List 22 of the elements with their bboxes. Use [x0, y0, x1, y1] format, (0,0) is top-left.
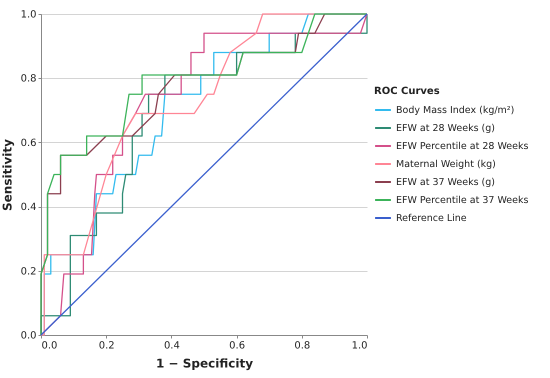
x-axis-title: 1 − Specificity	[156, 356, 254, 370]
y-axis-title: Sensitivity	[0, 138, 15, 211]
legend-title: ROC Curves	[374, 86, 440, 97]
legend-label: Body Mass Index (kg/m²)	[396, 105, 514, 116]
x-tick-label: 0.4	[164, 340, 180, 352]
x-tick-label: 0.6	[229, 340, 246, 352]
legend-label: EFW Percentile at 37 Weeks	[396, 195, 528, 206]
y-tick-label: 1.0	[20, 10, 36, 20]
x-tick-label: 0.0	[42, 340, 58, 352]
x-tick-label: 1.0	[352, 340, 368, 352]
legend-label: EFW Percentile at 28 Weeks	[396, 141, 528, 152]
x-tick-label: 0.2	[98, 340, 115, 352]
legend-label: Maternal Weight (kg)	[396, 159, 496, 170]
legend-label: Reference Line	[396, 213, 467, 224]
x-tick-label: 0.8	[294, 340, 310, 352]
y-tick-label: 0.2	[20, 266, 36, 278]
legend-label: EFW at 28 Weeks (g)	[396, 123, 495, 134]
y-tick-label: 0.8	[20, 74, 36, 85]
legend-label: EFW at 37 Weeks (g)	[396, 177, 495, 188]
y-tick-label: 0.4	[20, 202, 36, 214]
y-tick-label: 0.0	[20, 330, 36, 342]
y-tick-label: 0.6	[20, 138, 36, 149]
